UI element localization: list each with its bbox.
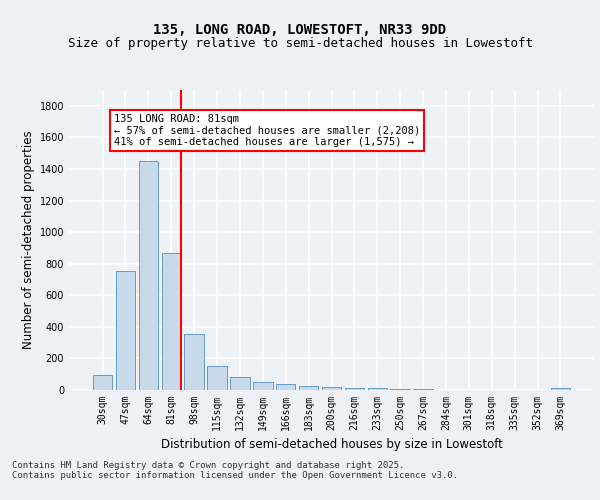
Bar bbox=[253, 382, 272, 390]
Bar bbox=[368, 388, 387, 390]
Bar bbox=[322, 387, 341, 390]
Bar bbox=[93, 375, 112, 390]
Bar bbox=[230, 378, 250, 390]
Bar bbox=[299, 386, 319, 390]
Text: 135, LONG ROAD, LOWESTOFT, NR33 9DD: 135, LONG ROAD, LOWESTOFT, NR33 9DD bbox=[154, 22, 446, 36]
Bar bbox=[116, 271, 135, 390]
Bar bbox=[276, 384, 295, 390]
Bar bbox=[208, 366, 227, 390]
Bar bbox=[184, 334, 204, 390]
Y-axis label: Number of semi-detached properties: Number of semi-detached properties bbox=[22, 130, 35, 350]
Bar bbox=[413, 389, 433, 390]
Bar bbox=[551, 388, 570, 390]
X-axis label: Distribution of semi-detached houses by size in Lowestoft: Distribution of semi-detached houses by … bbox=[161, 438, 502, 452]
Bar bbox=[139, 161, 158, 390]
Text: Size of property relative to semi-detached houses in Lowestoft: Size of property relative to semi-detach… bbox=[67, 38, 533, 51]
Bar bbox=[344, 388, 364, 390]
Text: 135 LONG ROAD: 81sqm
← 57% of semi-detached houses are smaller (2,208)
41% of se: 135 LONG ROAD: 81sqm ← 57% of semi-detac… bbox=[114, 114, 420, 147]
Text: Contains HM Land Registry data © Crown copyright and database right 2025.
Contai: Contains HM Land Registry data © Crown c… bbox=[12, 460, 458, 480]
Bar bbox=[161, 254, 181, 390]
Bar bbox=[391, 388, 410, 390]
